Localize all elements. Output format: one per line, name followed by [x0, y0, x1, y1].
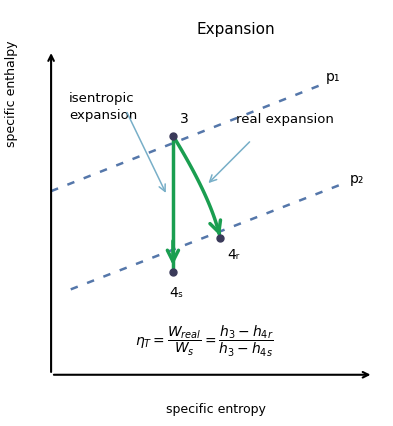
Text: specific enthalpy: specific enthalpy [5, 40, 18, 147]
Text: 4ᵣ: 4ᵣ [227, 247, 239, 261]
Text: p₁: p₁ [326, 70, 341, 83]
Text: 4ₛ: 4ₛ [169, 285, 183, 299]
Text: real expansion: real expansion [236, 113, 334, 126]
Text: 3: 3 [180, 112, 189, 126]
Text: specific entropy: specific entropy [166, 403, 266, 415]
Text: $\eta_T = \dfrac{W_{real}}{W_s} = \dfrac{h_3 - h_{4r}}{h_3 - h_{4s}}$: $\eta_T = \dfrac{W_{real}}{W_s} = \dfrac… [135, 323, 274, 358]
Text: p₂: p₂ [350, 172, 364, 186]
Text: Expansion: Expansion [196, 22, 275, 37]
Text: isentropic
expansion: isentropic expansion [69, 92, 137, 121]
